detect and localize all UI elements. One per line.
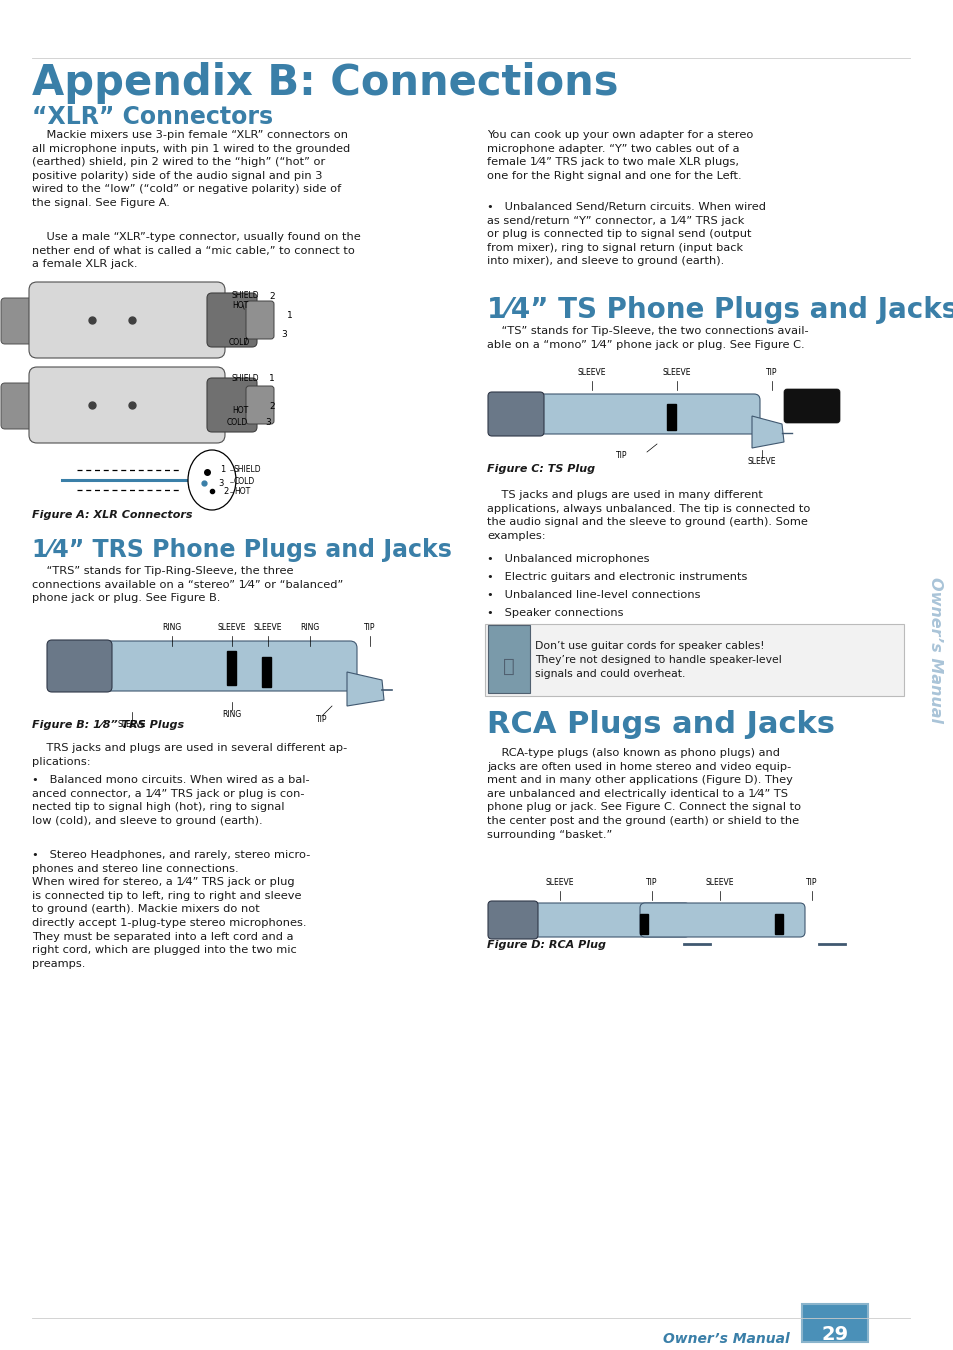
Text: HOT: HOT xyxy=(232,406,248,414)
FancyBboxPatch shape xyxy=(1,383,44,429)
Text: Appendix B: Connections: Appendix B: Connections xyxy=(32,62,618,104)
FancyBboxPatch shape xyxy=(246,386,274,424)
FancyBboxPatch shape xyxy=(47,640,112,693)
Text: Don’t use guitar cords for speaker cables!
They’re not designed to handle speake: Don’t use guitar cords for speaker cable… xyxy=(535,641,781,679)
Polygon shape xyxy=(347,672,384,706)
Text: SHIELD: SHIELD xyxy=(232,374,259,383)
Text: COLD: COLD xyxy=(227,418,248,427)
Text: •   Unbalanced Send/Return circuits. When wired
as send/return “Y” connector, a : • Unbalanced Send/Return circuits. When … xyxy=(486,202,765,266)
Bar xyxy=(262,657,271,687)
FancyBboxPatch shape xyxy=(488,392,543,436)
Text: Mackie mixers use 3-pin female “XLR” connectors on
all microphone inputs, with p: Mackie mixers use 3-pin female “XLR” con… xyxy=(32,130,350,208)
Text: TIP: TIP xyxy=(805,878,817,887)
Text: SLEEVE: SLEEVE xyxy=(253,622,282,632)
Text: SLEEVE: SLEEVE xyxy=(545,878,574,887)
Text: TIP: TIP xyxy=(364,622,375,632)
Text: SLEEVE: SLEEVE xyxy=(578,369,605,377)
Text: COLD: COLD xyxy=(233,478,255,486)
Text: RING: RING xyxy=(162,622,181,632)
FancyBboxPatch shape xyxy=(207,378,256,432)
FancyBboxPatch shape xyxy=(783,389,840,423)
Text: 1: 1 xyxy=(287,310,293,320)
Text: 29: 29 xyxy=(821,1324,847,1345)
Text: “TRS” stands for Tip-Ring-Sleeve, the three
connections available on a “stereo” : “TRS” stands for Tip-Ring-Sleeve, the th… xyxy=(32,566,343,603)
Text: TIP: TIP xyxy=(765,369,777,377)
FancyBboxPatch shape xyxy=(246,301,274,339)
Text: ✋: ✋ xyxy=(502,656,515,675)
Text: “XLR” Connectors: “XLR” Connectors xyxy=(32,105,273,130)
Text: TIP: TIP xyxy=(315,716,328,724)
Text: HOT: HOT xyxy=(233,487,250,497)
FancyBboxPatch shape xyxy=(207,293,256,347)
Text: •   Stereo Headphones, and rarely, stereo micro-
phones and stereo line connecti: • Stereo Headphones, and rarely, stereo … xyxy=(32,850,310,969)
Text: TS jacks and plugs are used in many different
applications, always unbalanced. T: TS jacks and plugs are used in many diff… xyxy=(486,490,809,541)
Text: •   Electric guitars and electronic instruments: • Electric guitars and electronic instru… xyxy=(486,572,746,582)
Text: 2: 2 xyxy=(269,402,274,410)
FancyBboxPatch shape xyxy=(29,282,225,358)
Text: SLEEVE: SLEEVE xyxy=(117,720,146,729)
FancyBboxPatch shape xyxy=(484,624,903,697)
Bar xyxy=(639,914,647,934)
Text: 3: 3 xyxy=(281,329,287,339)
FancyBboxPatch shape xyxy=(801,1304,867,1342)
Text: COLD: COLD xyxy=(229,338,250,347)
Text: Figure A: XLR Connectors: Figure A: XLR Connectors xyxy=(32,510,193,520)
Text: SLEEVE: SLEEVE xyxy=(747,458,776,466)
Text: SHIELD: SHIELD xyxy=(232,292,259,300)
FancyBboxPatch shape xyxy=(524,903,689,937)
Bar xyxy=(227,651,235,684)
Text: TIP: TIP xyxy=(616,451,627,460)
Text: Use a male “XLR”-type connector, usually found on the
nether end of what is call: Use a male “XLR”-type connector, usually… xyxy=(32,232,360,269)
FancyBboxPatch shape xyxy=(29,367,225,443)
FancyBboxPatch shape xyxy=(639,903,804,937)
Text: SLEEVE: SLEEVE xyxy=(662,369,691,377)
Text: Figure D: RCA Plug: Figure D: RCA Plug xyxy=(486,940,605,950)
Text: 3: 3 xyxy=(265,418,271,427)
FancyBboxPatch shape xyxy=(92,641,356,691)
Text: 1⁄4” TRS Phone Plugs and Jacks: 1⁄4” TRS Phone Plugs and Jacks xyxy=(32,539,452,562)
FancyBboxPatch shape xyxy=(488,900,537,940)
Polygon shape xyxy=(751,416,783,448)
Text: 2: 2 xyxy=(223,487,228,497)
Text: SLEEVE: SLEEVE xyxy=(217,622,246,632)
Text: HOT: HOT xyxy=(232,301,248,310)
Text: 1⁄4” TS Phone Plugs and Jacks: 1⁄4” TS Phone Plugs and Jacks xyxy=(486,296,953,324)
Text: Owner’s Manual: Owner’s Manual xyxy=(662,1332,789,1346)
Text: Figure B: 1⁄8” TRS Plugs: Figure B: 1⁄8” TRS Plugs xyxy=(32,720,184,730)
Text: “TS” stands for Tip-Sleeve, the two connections avail-
able on a “mono” 1⁄4” pho: “TS” stands for Tip-Sleeve, the two conn… xyxy=(486,325,808,350)
Bar xyxy=(774,914,782,934)
FancyBboxPatch shape xyxy=(1,298,44,344)
Text: TIP: TIP xyxy=(645,878,657,887)
Text: RING: RING xyxy=(222,710,241,720)
Text: 3: 3 xyxy=(218,478,223,487)
FancyBboxPatch shape xyxy=(527,394,760,433)
Text: •   Unbalanced line-level connections: • Unbalanced line-level connections xyxy=(486,590,700,599)
Text: •   Unbalanced microphones: • Unbalanced microphones xyxy=(486,554,649,564)
Text: RCA Plugs and Jacks: RCA Plugs and Jacks xyxy=(486,710,834,738)
Text: 1: 1 xyxy=(269,374,274,383)
Ellipse shape xyxy=(188,450,235,510)
Text: 1: 1 xyxy=(220,464,225,474)
Text: •   Balanced mono circuits. When wired as a bal-
anced connector, a 1⁄4” TRS jac: • Balanced mono circuits. When wired as … xyxy=(32,775,310,826)
Text: SLEEVE: SLEEVE xyxy=(705,878,734,887)
Text: 2: 2 xyxy=(269,292,274,301)
Text: You can cook up your own adapter for a stereo
microphone adapter. “Y” two cables: You can cook up your own adapter for a s… xyxy=(486,130,753,181)
Text: TRS jacks and plugs are used in several different ap-
plications:: TRS jacks and plugs are used in several … xyxy=(32,743,347,767)
Text: Figure C: TS Plug: Figure C: TS Plug xyxy=(486,464,595,474)
Text: RING: RING xyxy=(300,622,319,632)
Text: RCA-type plugs (also known as phono plugs) and
jacks are often used in home ster: RCA-type plugs (also known as phono plug… xyxy=(486,748,801,840)
Bar xyxy=(666,404,676,431)
FancyBboxPatch shape xyxy=(488,625,530,693)
Text: SHIELD: SHIELD xyxy=(233,466,261,474)
Text: Owner’s Manual: Owner’s Manual xyxy=(927,576,943,724)
Text: •   Speaker connections: • Speaker connections xyxy=(486,608,623,618)
